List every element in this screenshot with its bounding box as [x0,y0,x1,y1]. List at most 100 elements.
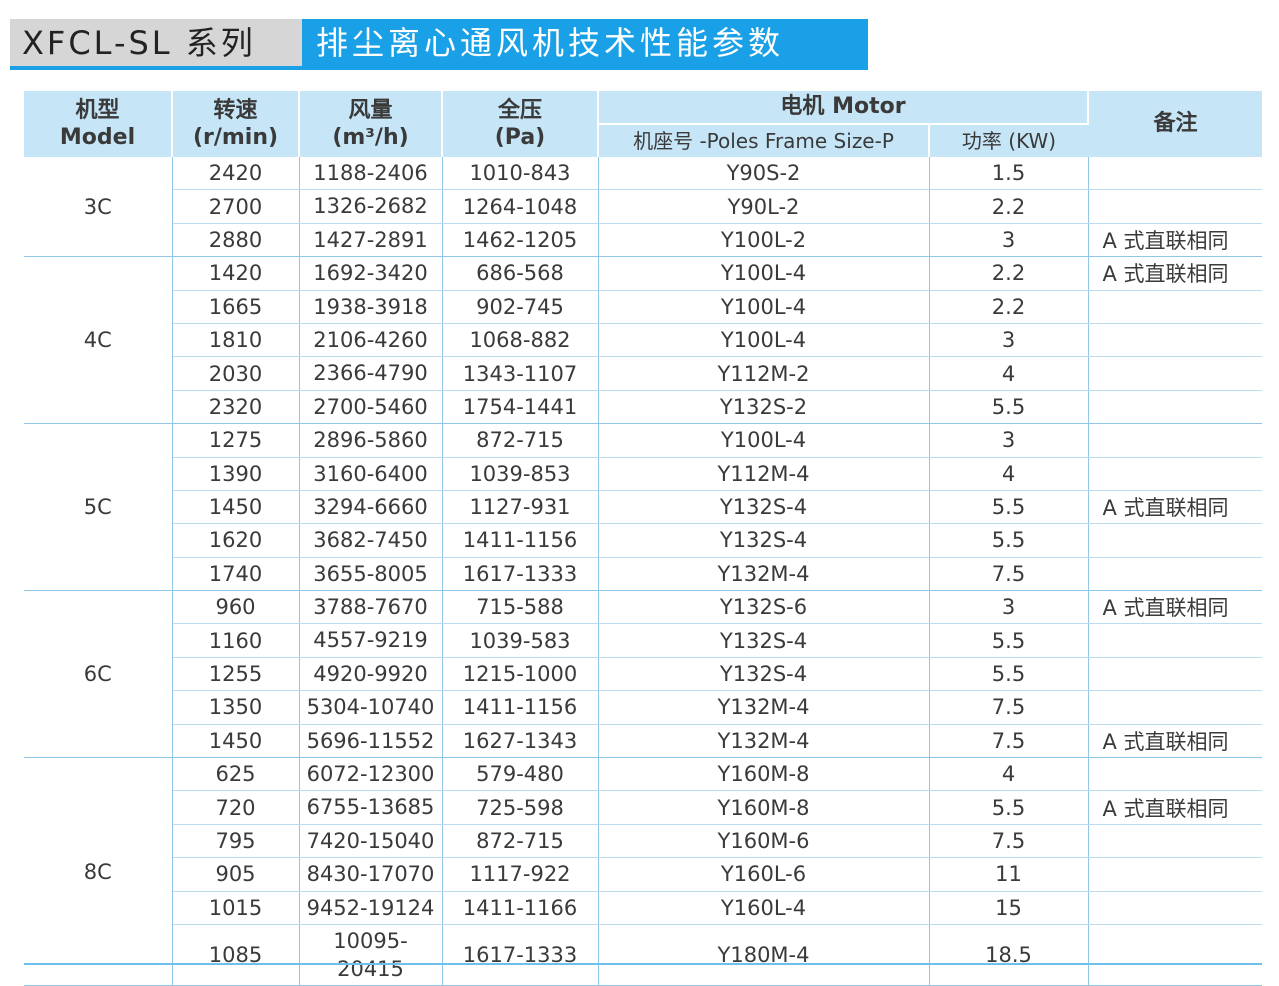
table-row: 2320 2700-5460 1754-1441 Y132S-2 5.5 [24,390,1262,425]
note-cell [1088,390,1262,425]
flow-cell: 1427-2891 [299,223,443,258]
header-remark: 备注 [1088,91,1262,157]
flow-value: 1188-2406 [313,161,428,186]
header-motor: 电机 Motor [598,91,1089,125]
flow-cell: 6755-13685 [299,790,443,825]
pressure-cell: 872-715 [442,824,599,859]
frame-cell: Y90L-2 [598,189,930,224]
flow-value: 7420-15040 [306,828,435,853]
frame-cell: Y112M-2 [598,356,930,391]
header-pressure-en: (Pa) [494,125,546,150]
note-cell: A 式直联相同 [1088,790,1262,825]
power-cell: 3 [929,223,1089,258]
speed-cell: 2700 [172,189,300,224]
power-cell: 11 [929,857,1089,892]
frame-cell: Y132M-4 [598,690,930,725]
spec-table: 机型 Model 转速 (r/min) 风量 (m³/h) 全压 (Pa) 电机… [24,91,1262,986]
table-row: 5C 1275 2896-5860 872-715 Y100L-4 3 [24,423,1262,592]
flow-cell: 1188-2406 [299,157,443,191]
header-flow: 风量 (m³/h) [299,91,443,157]
speed-cell: 2030 [172,356,300,391]
pressure-cell: 579-480 [442,757,599,792]
header-flow-cn: 风量 [348,97,393,123]
pressure-cell: 715-588 [442,590,599,625]
pressure-cell: 1068-882 [442,323,599,358]
note-cell: A 式直联相同 [1088,256,1262,291]
flow-cell: 1692-3420 [299,256,443,291]
table-row: 1255 4920-9920 1215-1000 Y132S-4 5.5 [24,657,1262,692]
flow-value: 1427-2891 [313,227,428,252]
frame-cell: Y160M-8 [598,757,930,792]
note-cell [1088,657,1262,692]
page-title: 排尘离心通风机技术性能参数 [302,19,868,67]
header-model-en: Model [59,125,136,150]
pressure-cell: 902-745 [442,290,599,324]
power-cell: 4 [929,457,1089,491]
model-cell: 3C [24,157,173,258]
table-header: 机型 Model 转速 (r/min) 风量 (m³/h) 全压 (Pa) 电机… [24,91,1262,157]
speed-cell: 2880 [172,223,300,258]
flow-cell: 10095-20415 [299,924,443,986]
speed-cell: 1015 [172,891,300,925]
note-cell [1088,356,1262,391]
header-speed: 转速 (r/min) [172,91,300,157]
speed-cell: 2320 [172,390,300,425]
table-row: 1450 5696-11552 1627-1343 Y132M-4 7.5 A 式直联相同 [24,724,1262,759]
table-row: 1160 4557-9219 1039-583 Y132S-4 5.5 [24,623,1262,658]
table-body: 3C 2420 1188-2406 1010-843 Y90S-2 1.5 2700 1326… [24,157,1262,986]
flow-value: 2896-5860 [313,428,428,453]
pressure-cell: 1215-1000 [442,657,599,692]
speed-cell: 1350 [172,690,300,725]
power-cell: 2.2 [929,290,1089,324]
note-cell [1088,857,1262,892]
table-row: 1740 3655-8005 1617-1333 Y132M-4 7.5 [24,557,1262,592]
pressure-cell: 1343-1107 [442,356,599,391]
header-model-cn: 机型 [75,97,120,123]
pressure-cell: 1617-1333 [442,924,599,986]
frame-cell: Y180M-4 [598,924,930,986]
flow-cell: 2366-4790 [299,356,443,391]
frame-cell: Y160M-8 [598,790,930,825]
note-cell: A 式直联相同 [1088,724,1262,759]
header-motor-frame: 机座号 -Poles Frame Size-P [598,124,930,157]
pressure-cell: 725-598 [442,790,599,825]
speed-cell: 720 [172,790,300,825]
power-cell: 5.5 [929,490,1089,525]
header-speed-cn: 转速 [213,97,258,123]
pressure-cell: 1754-1441 [442,390,599,425]
note-cell [1088,690,1262,725]
speed-cell: 1740 [172,557,300,592]
table-row: 2700 1326-2682 1264-1048 Y90L-2 2.2 [24,189,1262,224]
note-cell: A 式直联相同 [1088,590,1262,625]
pressure-cell: 1117-922 [442,857,599,892]
flow-value: 3655-8005 [313,561,428,586]
flow-cell: 6072-12300 [299,757,443,792]
flow-cell: 3655-8005 [299,557,443,592]
pressure-cell: 1039-583 [442,623,599,658]
frame-cell: Y132S-6 [598,590,930,625]
flow-value: 10095-20415 [333,928,408,981]
header-model: 机型 Model [24,91,173,157]
power-cell: 3 [929,423,1089,458]
note-cell [1088,157,1262,191]
flow-cell: 3682-7450 [299,523,443,558]
flow-cell: 8430-17070 [299,857,443,892]
power-cell: 18.5 [929,924,1089,986]
speed-cell: 1255 [172,657,300,692]
table-row: 905 8430-17070 1117-922 Y160L-6 11 [24,857,1262,892]
power-cell: 15 [929,891,1089,925]
power-cell: 2.2 [929,189,1089,224]
pressure-cell: 1411-1166 [442,891,599,925]
frame-cell: Y132M-4 [598,724,930,759]
table-row: 1390 3160-6400 1039-853 Y112M-4 4 [24,457,1262,491]
title-underline [10,66,868,70]
power-cell: 7.5 [929,824,1089,859]
flow-value: 3160-6400 [313,461,428,486]
flow-value: 5304-10740 [306,695,435,720]
table-row: 1810 2106-4260 1068-882 Y100L-4 3 [24,323,1262,358]
note-cell [1088,824,1262,859]
flow-value: 1692-3420 [313,261,428,286]
pressure-cell: 872-715 [442,423,599,458]
frame-cell: Y132S-2 [598,390,930,425]
speed-cell: 960 [172,590,300,625]
